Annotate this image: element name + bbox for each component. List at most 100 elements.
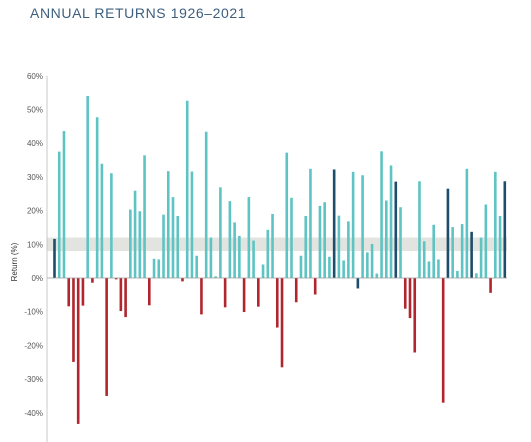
bar-1970	[261, 264, 265, 278]
bar-2016	[479, 237, 483, 278]
bar-1975	[285, 152, 289, 278]
bar-2004	[422, 241, 426, 278]
y-tick-label: 30%	[27, 173, 43, 182]
bar-1930	[72, 278, 75, 362]
y-tick-label: 40%	[27, 139, 43, 148]
bar-1934	[91, 278, 94, 283]
y-tick-label: 60%	[27, 72, 43, 81]
bar-2006	[432, 224, 435, 278]
bar-2021	[503, 181, 507, 278]
y-tick-label: 50%	[27, 106, 43, 115]
bar-1933	[86, 96, 89, 279]
bar-1983	[323, 202, 326, 279]
bar-1959	[209, 237, 213, 278]
bar-1940	[119, 278, 123, 312]
bar-1999	[399, 207, 402, 278]
bar-1958	[204, 131, 208, 278]
bar-1995	[380, 151, 383, 278]
bar-1979	[304, 215, 308, 278]
bar-2020	[498, 215, 502, 278]
bar-1927	[57, 151, 61, 279]
y-tick-label: -40%	[24, 409, 43, 418]
bar-1981	[313, 278, 317, 295]
bar-2009	[446, 188, 450, 278]
bar-2000	[403, 278, 407, 309]
bar-1976	[290, 197, 293, 278]
bar-2017	[484, 204, 488, 278]
bar-1939	[114, 278, 118, 280]
bar-1938	[110, 173, 113, 278]
bar-1961	[219, 187, 222, 278]
bar-1974	[280, 278, 284, 368]
bar-1928	[62, 131, 66, 278]
bar-1929	[67, 278, 71, 307]
y-tick-label: 20%	[27, 207, 43, 216]
bar-1953	[181, 278, 184, 282]
bar-1980	[309, 168, 312, 278]
bar-1954	[185, 100, 189, 279]
bar-2019	[494, 171, 497, 278]
bar-1931	[76, 278, 80, 424]
bar-1966	[242, 278, 246, 313]
bar-2011	[456, 270, 459, 278]
bar-2015	[475, 273, 478, 278]
bar-1946	[148, 278, 151, 306]
bar-1982	[318, 205, 322, 278]
bar-2002	[413, 278, 417, 353]
bar-1932	[81, 278, 85, 306]
bar-1963	[228, 201, 232, 278]
y-tick-label: -30%	[24, 375, 43, 384]
y-tick-label: 0%	[31, 274, 43, 283]
bar-2014	[470, 231, 473, 278]
bar-1960	[214, 276, 217, 278]
bar-1962	[223, 278, 227, 308]
bar-1944	[138, 211, 142, 278]
y-tick-label: 10%	[27, 240, 43, 249]
bar-2001	[408, 278, 412, 319]
chart-title: ANNUAL RETURNS 1926–2021	[30, 5, 247, 21]
bars-layer	[53, 96, 507, 424]
bar-1967	[247, 197, 251, 278]
bar-1926	[53, 238, 56, 278]
bar-1993	[370, 243, 374, 278]
bar-1991	[361, 175, 364, 278]
y-tick-label: -20%	[24, 341, 43, 350]
bar-1986	[337, 215, 341, 278]
bar-1956	[195, 255, 198, 278]
bar-2008	[441, 278, 445, 403]
bar-1957	[200, 278, 203, 315]
y-axis-label: Return (%)	[10, 242, 19, 281]
bar-1937	[105, 278, 108, 396]
bar-1984	[328, 256, 331, 278]
bar-1935	[95, 117, 99, 278]
bar-2018	[489, 278, 492, 293]
bar-1952	[176, 215, 180, 278]
bar-1987	[342, 260, 345, 278]
bar-1968	[252, 240, 255, 278]
bar-1945	[143, 155, 146, 278]
bar-1943	[133, 190, 137, 278]
bar-1988	[347, 221, 350, 278]
bar-1950	[166, 171, 170, 278]
bar-1972	[271, 213, 274, 278]
bar-1949	[162, 214, 165, 278]
bar-1942	[129, 209, 132, 278]
bar-2007	[437, 259, 440, 278]
y-tick-label: -10%	[24, 308, 43, 317]
bar-1964	[233, 222, 236, 278]
bar-1965	[238, 235, 241, 279]
bar-1994	[375, 273, 379, 278]
bar-1955	[190, 171, 194, 278]
bar-1978	[299, 255, 303, 278]
bar-1969	[257, 278, 260, 307]
bar-1997	[389, 165, 393, 278]
bar-1996	[385, 200, 388, 278]
y-tick-labels: 60% 50% 40% 30% 20% 10% 0% -10% -20% -30% -40%	[24, 72, 43, 418]
bar-1998	[394, 181, 398, 278]
bar-2005	[427, 261, 431, 278]
bar-2003	[418, 181, 421, 278]
bar-1941	[124, 278, 127, 318]
bar-1990	[356, 278, 360, 289]
bar-1992	[366, 252, 369, 278]
